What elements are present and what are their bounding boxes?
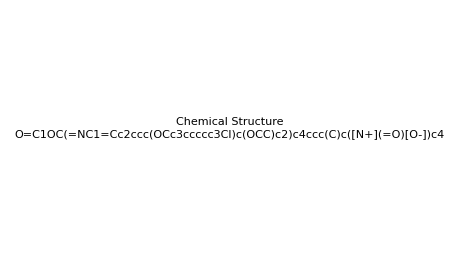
Text: Chemical Structure
O=C1OC(=NC1=Cc2ccc(OCc3ccccc3Cl)c(OCC)c2)c4ccc(C)c([N+](=O)[O: Chemical Structure O=C1OC(=NC1=Cc2ccc(OC… <box>15 117 444 138</box>
